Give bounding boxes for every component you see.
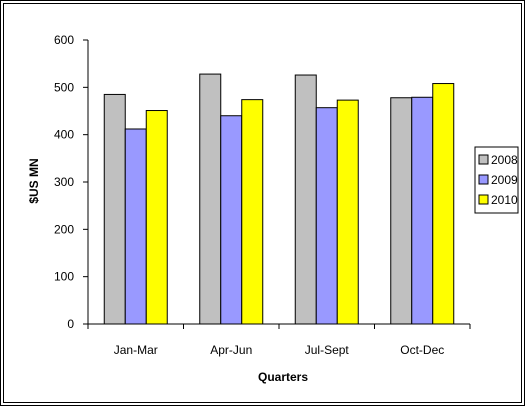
y-axis-title: $US MN <box>27 158 41 203</box>
bar-2009-jan-mar <box>124 128 147 325</box>
y-tick-label: 200 <box>54 222 74 236</box>
bar-2008-jan-mar <box>103 93 126 325</box>
legend-label-2008: 2008 <box>491 153 518 167</box>
bars-layer <box>103 73 455 325</box>
labels-layer: Jan-Mar Apr-Jun Jul-Sept Oct-Dec 0 100 200 300 4… <box>54 33 444 357</box>
y-tick-label: 0 <box>67 317 74 331</box>
x-tick-label: Oct-Dec <box>400 343 444 357</box>
bar-2008-jul-sept <box>294 74 317 325</box>
bar-2008-apr-jun <box>199 73 222 325</box>
y-tick-label: 400 <box>54 128 74 142</box>
bar-2010-jan-mar <box>145 110 168 325</box>
x-axis-title: Quarters <box>258 370 308 384</box>
legend-label-2009: 2009 <box>491 173 518 187</box>
axes-layer <box>83 39 471 329</box>
y-tick-label: 600 <box>54 33 74 47</box>
bar-2010-apr-jun <box>241 99 264 325</box>
bar-2009-oct-dec <box>411 96 434 325</box>
x-tick-label: Apr-Jun <box>210 343 252 357</box>
x-tick-label: Jan-Mar <box>114 343 158 357</box>
bar-2010-jul-sept <box>336 99 359 325</box>
y-tick-label: 500 <box>54 80 74 94</box>
bar-2009-jul-sept <box>315 107 338 325</box>
y-tick-label: 300 <box>54 175 74 189</box>
legend-swatch-2010 <box>478 194 489 205</box>
bar-2009-apr-jun <box>220 115 243 325</box>
x-tick-label: Jul-Sept <box>305 343 350 357</box>
legend-label-2010: 2010 <box>491 193 518 207</box>
y-tick-label: 100 <box>54 270 74 284</box>
bar-2008-oct-dec <box>390 97 413 325</box>
legend: 2008 2009 2010 <box>474 146 519 214</box>
legend-swatch-2009 <box>478 174 489 185</box>
legend-swatch-2008 <box>478 154 489 165</box>
bar-2010-oct-dec <box>432 83 455 325</box>
